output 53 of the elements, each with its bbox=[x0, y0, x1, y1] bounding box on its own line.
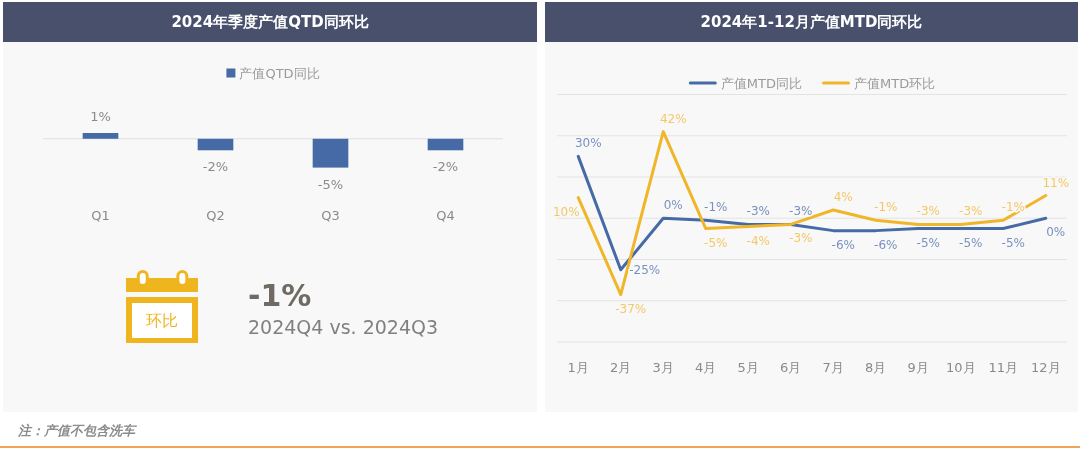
legend-label: 产值QTD同比 bbox=[239, 65, 320, 81]
x-tick-label: 7月 bbox=[822, 360, 844, 375]
data-label: -3% bbox=[746, 204, 770, 219]
x-tick-label: 10月 bbox=[945, 360, 976, 375]
x-tick-label: 12月 bbox=[1030, 360, 1061, 375]
data-label: -3% bbox=[916, 204, 940, 219]
data-label: -6% bbox=[874, 237, 898, 252]
x-tick-label: 8月 bbox=[865, 360, 887, 375]
data-label: -5% bbox=[704, 235, 728, 250]
chart-title: 2024年1-12月产值MTD同环比 bbox=[700, 13, 923, 31]
legend-label: 产值MTD同比 bbox=[720, 75, 802, 91]
data-label: 1% bbox=[90, 109, 111, 124]
x-tick-label: 4月 bbox=[695, 360, 717, 375]
data-label: -37% bbox=[615, 301, 647, 316]
x-tick-label: 6月 bbox=[780, 360, 802, 375]
text: -1% bbox=[248, 278, 312, 313]
data-label: -5% bbox=[959, 235, 983, 250]
x-tick-label: Q1 bbox=[91, 208, 110, 223]
x-tick-label: 3月 bbox=[652, 360, 674, 375]
x-tick-label: 2月 bbox=[610, 360, 632, 375]
data-label: -25% bbox=[629, 262, 661, 277]
text: 注：产值不包含洗车 bbox=[17, 423, 137, 438]
data-label: -5% bbox=[916, 235, 940, 250]
data-label: 0% bbox=[663, 198, 683, 213]
data-label: 30% bbox=[574, 136, 602, 151]
data-label: 10% bbox=[552, 204, 580, 219]
data-label: -6% bbox=[831, 237, 855, 252]
data-label: -4% bbox=[746, 233, 770, 248]
data-label: 4% bbox=[833, 190, 853, 204]
x-tick-label: Q3 bbox=[321, 208, 340, 223]
data-label: -3% bbox=[789, 231, 813, 246]
legend-label: 产值MTD环比 bbox=[854, 75, 936, 91]
data-label: -2% bbox=[432, 159, 459, 175]
data-label: -5% bbox=[317, 176, 344, 192]
text: 环比 bbox=[146, 310, 178, 330]
data-label: 11% bbox=[1042, 175, 1070, 190]
x-tick-label: 1月 bbox=[567, 360, 589, 375]
data-label: -1% bbox=[704, 200, 728, 215]
x-tick-label: 11月 bbox=[988, 360, 1019, 375]
data-label: 42% bbox=[659, 111, 687, 126]
data-label: -2% bbox=[202, 159, 229, 175]
x-tick-label: Q4 bbox=[436, 208, 455, 223]
data-label: -3% bbox=[789, 204, 813, 219]
text: 2024Q4 vs. 2024Q3 bbox=[248, 316, 439, 338]
x-tick-label: 5月 bbox=[737, 360, 759, 375]
x-tick-label: Q2 bbox=[206, 208, 225, 223]
data-label: -5% bbox=[1001, 235, 1025, 250]
data-label: -3% bbox=[959, 204, 983, 219]
chart-title: 2024年季度产值QTD同环比 bbox=[171, 13, 369, 31]
data-label: -1% bbox=[1001, 200, 1025, 215]
x-tick-label: 9月 bbox=[907, 360, 929, 375]
data-label: 0% bbox=[1046, 225, 1066, 240]
data-label: -1% bbox=[874, 200, 898, 215]
